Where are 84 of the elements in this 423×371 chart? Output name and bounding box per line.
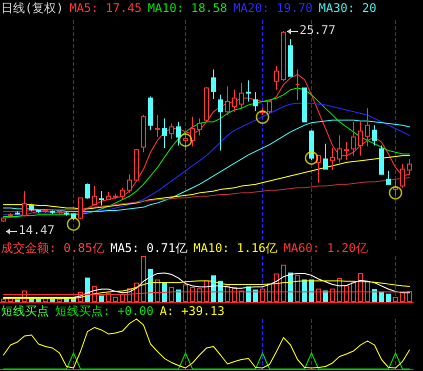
bar <box>309 279 314 302</box>
candlestick <box>57 209 62 214</box>
candlestick <box>393 180 398 196</box>
candlestick <box>64 210 69 216</box>
bar <box>36 298 41 302</box>
candlestick <box>246 80 251 102</box>
candlestick <box>288 38 293 77</box>
candlestick <box>239 82 244 109</box>
candlestick <box>337 134 342 163</box>
bar <box>288 272 293 302</box>
text: MA5: 0.71亿 <box>110 241 188 255</box>
candlestick <box>358 120 363 156</box>
text: 14.47 <box>18 223 55 238</box>
bar <box>99 296 104 302</box>
candlestick <box>197 118 202 136</box>
text: MA10: 18.58 <box>148 1 228 15</box>
text: MA60: 1.20亿 <box>284 241 368 255</box>
bar <box>148 268 153 302</box>
bar <box>176 290 181 302</box>
text: MA5: 17.45 <box>69 1 142 15</box>
candlestick <box>134 148 139 182</box>
candlestick <box>99 190 104 206</box>
annotation: 25.77 <box>300 23 336 38</box>
candlestick <box>211 68 216 100</box>
candlestick <box>323 143 328 170</box>
candlestick <box>155 114 160 138</box>
candlestick <box>106 191 111 201</box>
point <box>256 110 270 124</box>
text: 短线买点: +0.00 <box>55 304 154 318</box>
candlestick <box>225 86 230 116</box>
candlestick <box>15 210 20 216</box>
candlestick <box>351 121 356 156</box>
candlestick <box>169 123 174 140</box>
candlestick <box>120 187 125 200</box>
candlestick <box>379 144 384 175</box>
bar <box>379 291 384 302</box>
chart-title: 日线(复权) <box>1 1 64 15</box>
candlestick <box>36 209 41 214</box>
candlestick <box>274 66 279 90</box>
candlestick <box>330 148 335 170</box>
candlestick <box>141 114 146 153</box>
point <box>66 217 80 231</box>
candlestick <box>386 170 391 185</box>
point <box>304 151 318 165</box>
candlestick <box>43 209 48 214</box>
candlestick <box>204 86 209 122</box>
candlestick <box>29 203 34 212</box>
bar <box>323 290 328 302</box>
bar <box>372 289 377 302</box>
candlestick <box>344 142 349 160</box>
candlestick <box>372 124 377 146</box>
candlestick <box>92 186 97 206</box>
point <box>388 186 402 200</box>
bar <box>302 279 307 302</box>
candlestick <box>365 108 370 147</box>
bar <box>15 299 20 302</box>
bar <box>50 298 55 302</box>
candlestick <box>183 132 188 152</box>
candlestick <box>309 130 314 160</box>
candlestick <box>253 92 258 112</box>
text: MA10: 1.16亿 <box>193 241 278 255</box>
candlestick <box>85 183 90 200</box>
chart-title: 短线买点 <box>1 304 49 318</box>
candlestick <box>281 30 286 82</box>
candlestick <box>148 96 153 131</box>
candlestick <box>190 116 195 147</box>
candlestick <box>232 89 237 112</box>
bar <box>386 294 391 302</box>
candlestick <box>176 121 181 146</box>
candlestick <box>50 210 55 214</box>
candlestick <box>162 118 167 149</box>
text: MA30: 20 <box>318 1 376 15</box>
candlestick <box>302 88 307 122</box>
candlestick <box>267 99 272 114</box>
bar <box>162 282 167 302</box>
point <box>178 133 192 147</box>
chart-title: 成交金额: 0.85亿 <box>1 241 104 255</box>
text: MA20: 19.70 <box>233 1 313 15</box>
bar <box>253 290 258 302</box>
candlestick <box>400 164 405 188</box>
candlestick <box>218 94 223 152</box>
candlestick <box>113 193 118 200</box>
series-label: A: +39.13 <box>160 304 225 318</box>
candlestick <box>127 174 132 194</box>
